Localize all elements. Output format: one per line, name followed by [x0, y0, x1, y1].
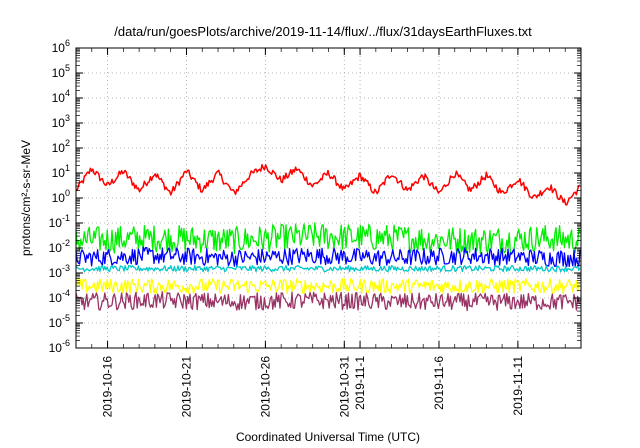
- series-purple: [75, 291, 581, 312]
- y-tick-label: 10-4: [49, 288, 70, 305]
- x-axis-label: Coordinated Universal Time (UTC): [236, 430, 420, 444]
- y-tick-label: 10-1: [49, 213, 70, 230]
- series-yellow: [75, 277, 581, 295]
- x-tick-label: 2019-10-26: [258, 356, 272, 418]
- x-tick-label: 2019-11-6: [432, 356, 446, 410]
- x-axis: 2019-10-16 2019-10-21 2019-10-26 2019-10-31…: [75, 48, 582, 418]
- y-tick-label: 106: [52, 38, 70, 55]
- y-tick-label: 103: [52, 113, 70, 130]
- y-axis-label: protons/cm²-s-sr-MeV: [19, 140, 33, 256]
- y-tick-label: 10-6: [49, 338, 70, 355]
- series-cyan: [75, 264, 581, 273]
- series-red: [75, 163, 581, 206]
- y-tick-label: 10-2: [49, 238, 70, 255]
- y-tick-label: 10-5: [49, 313, 70, 330]
- series-group: [75, 163, 581, 312]
- y-tick-label: 10-3: [49, 263, 70, 280]
- x-tick-label: 2019-10-31: [337, 356, 351, 418]
- y-tick-label: 100: [52, 188, 70, 205]
- y-tick-label: 101: [52, 163, 70, 180]
- x-tick-label: 2019-11-11: [511, 356, 525, 416]
- series-green: [75, 222, 581, 255]
- x-tick-label: 2019-11-1: [353, 356, 367, 410]
- x-tick-label: 2019-10-21: [179, 356, 193, 418]
- y-tick-label: 102: [52, 138, 70, 155]
- y-tick-label: 104: [52, 88, 70, 105]
- y-tick-label: 105: [52, 63, 70, 80]
- y-axis: 106 105 104 103 102 101 100 10-1 10-2 10-3 10-4 10-…: [49, 38, 581, 355]
- series-blue: [75, 246, 581, 268]
- x-tick-label: 2019-10-16: [101, 356, 115, 418]
- chart-title: /data/run/goesPlots/archive/2019-11-14/f…: [114, 24, 532, 39]
